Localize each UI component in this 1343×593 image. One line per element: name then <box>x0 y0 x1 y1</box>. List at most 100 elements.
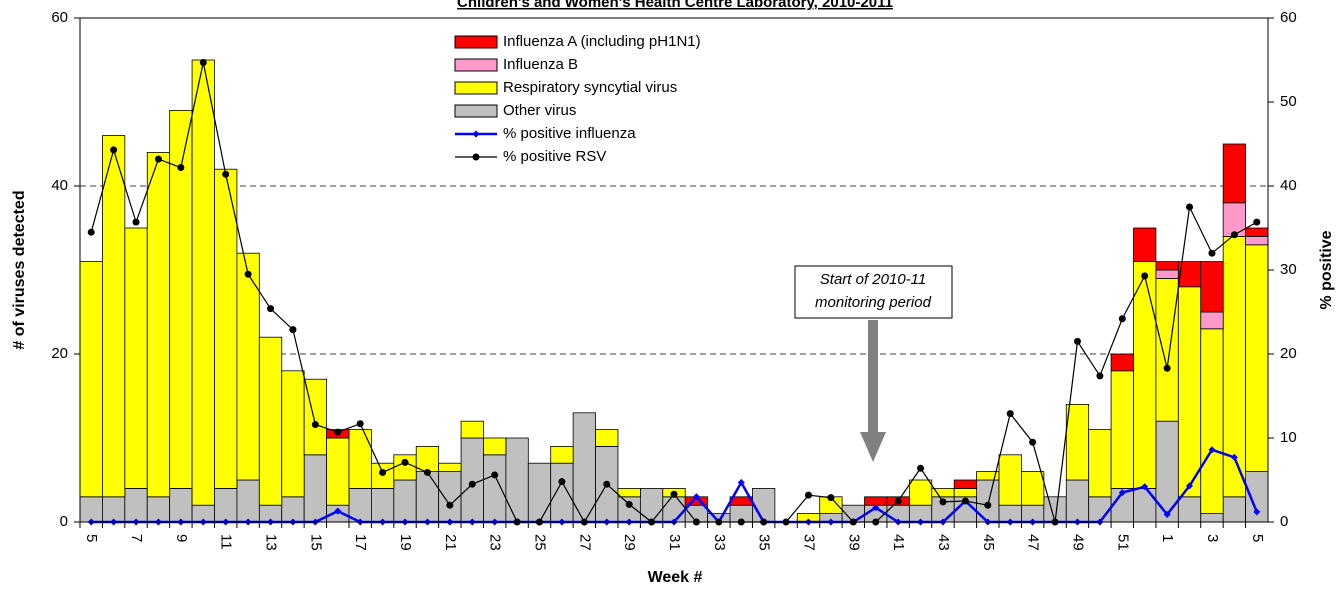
bar-segment <box>438 471 462 523</box>
y-axis-label: # of viruses detected <box>11 190 28 349</box>
bar-segment <box>1133 227 1157 262</box>
bar-segment <box>303 378 327 456</box>
y2-tick-label: 30 <box>1280 261 1297 278</box>
legend-label: Respiratory syncytial virus <box>503 79 677 96</box>
marker <box>446 501 454 509</box>
marker <box>311 421 319 429</box>
marker <box>917 464 925 472</box>
marker <box>244 270 252 278</box>
bar-segment <box>79 496 103 523</box>
marker <box>603 480 611 488</box>
bar-segment <box>1133 487 1157 523</box>
bar-segment <box>1065 479 1090 523</box>
marker <box>625 500 633 508</box>
legend-swatch <box>454 81 498 95</box>
x-tick-label: 35 <box>756 534 773 551</box>
legend-marker <box>472 130 480 138</box>
bar-segment <box>370 487 395 523</box>
marker <box>1208 249 1216 257</box>
bar-segment <box>1245 235 1269 246</box>
bar-segment <box>326 437 350 506</box>
y2-tick-label: 40 <box>1280 177 1297 194</box>
bar-segment <box>1200 311 1224 330</box>
marker <box>1096 372 1104 380</box>
bar-segment <box>415 471 440 523</box>
x-tick-label: 5 <box>83 534 100 542</box>
bar-segment <box>617 487 641 498</box>
legend-label: Influenza A (including pH1N1) <box>503 33 701 50</box>
bar-segment <box>236 479 260 523</box>
marker <box>1029 438 1037 446</box>
bar-segment <box>527 462 552 523</box>
bar-segment <box>1155 261 1179 271</box>
bar-segment <box>595 429 619 447</box>
bar-segment <box>662 496 686 523</box>
marker <box>984 501 992 509</box>
bar-segment <box>281 496 305 523</box>
bar-segment <box>550 462 574 523</box>
x-tick-label: 15 <box>307 534 324 551</box>
bar-segment <box>483 437 507 456</box>
bar-segment <box>258 336 283 506</box>
bar-segment <box>1133 261 1157 489</box>
bar-segment <box>1155 420 1179 523</box>
bar-segment <box>415 445 440 472</box>
bar-segment <box>1110 370 1134 489</box>
marker <box>1141 272 1149 280</box>
marker <box>468 480 476 488</box>
x-tick-label: 43 <box>935 534 952 551</box>
annotation-text: monitoring period <box>815 294 932 311</box>
legend-label: Other virus <box>503 102 576 119</box>
marker <box>1208 446 1216 454</box>
annotation-arrow <box>860 320 886 462</box>
bar-segment <box>102 496 126 523</box>
marker <box>1230 231 1238 239</box>
annotation-text: Start of 2010-11 <box>820 271 926 288</box>
x-tick-label: 17 <box>352 534 369 551</box>
bar-segment <box>191 59 215 506</box>
x-tick-label: 29 <box>621 534 638 551</box>
x-tick-label: 7 <box>128 534 145 542</box>
bar-segment <box>1155 277 1179 422</box>
x-tick-label: 51 <box>1114 534 1131 551</box>
legend-label: Influenza B <box>503 56 578 73</box>
marker <box>132 218 140 226</box>
marker <box>1230 453 1238 461</box>
marker <box>827 494 835 502</box>
bar-segment <box>1200 261 1224 313</box>
bar-segment <box>1200 513 1224 523</box>
annotation-box <box>794 265 953 319</box>
bar-segment <box>1222 143 1246 204</box>
bar-segment <box>214 487 238 523</box>
bar-segment <box>393 454 417 481</box>
bar-segment <box>146 496 171 523</box>
marker <box>692 493 700 501</box>
y2-tick-label: 10 <box>1280 429 1297 446</box>
legend-label: % positive influenza <box>503 125 636 142</box>
bar-segment <box>460 437 484 523</box>
marker <box>1118 489 1126 497</box>
marker <box>1186 203 1194 211</box>
marker <box>558 478 566 486</box>
bar-segment <box>1222 496 1246 523</box>
marker <box>1073 337 1081 345</box>
marker <box>1141 483 1149 491</box>
x-tick-label: 9 <box>173 534 190 542</box>
y2-axis-label: % positive <box>1318 230 1335 309</box>
bar-segment <box>953 487 978 498</box>
y2-tick-label: 20 <box>1280 345 1297 362</box>
x-tick-label: 33 <box>711 534 728 551</box>
x-tick-label: 27 <box>576 534 593 551</box>
marker <box>334 428 342 436</box>
x-tick-label: 25 <box>532 534 549 551</box>
legend-marker <box>472 153 480 161</box>
marker <box>356 420 364 428</box>
bar-segment <box>348 429 372 489</box>
marker <box>1006 410 1014 418</box>
y2-tick-label: 60 <box>1280 9 1297 26</box>
bar-segment <box>438 462 462 473</box>
bar-segment <box>639 487 664 523</box>
x-tick-label: 11 <box>218 534 235 550</box>
x-tick-label: 49 <box>1070 534 1087 551</box>
bar-segment <box>1065 403 1090 481</box>
